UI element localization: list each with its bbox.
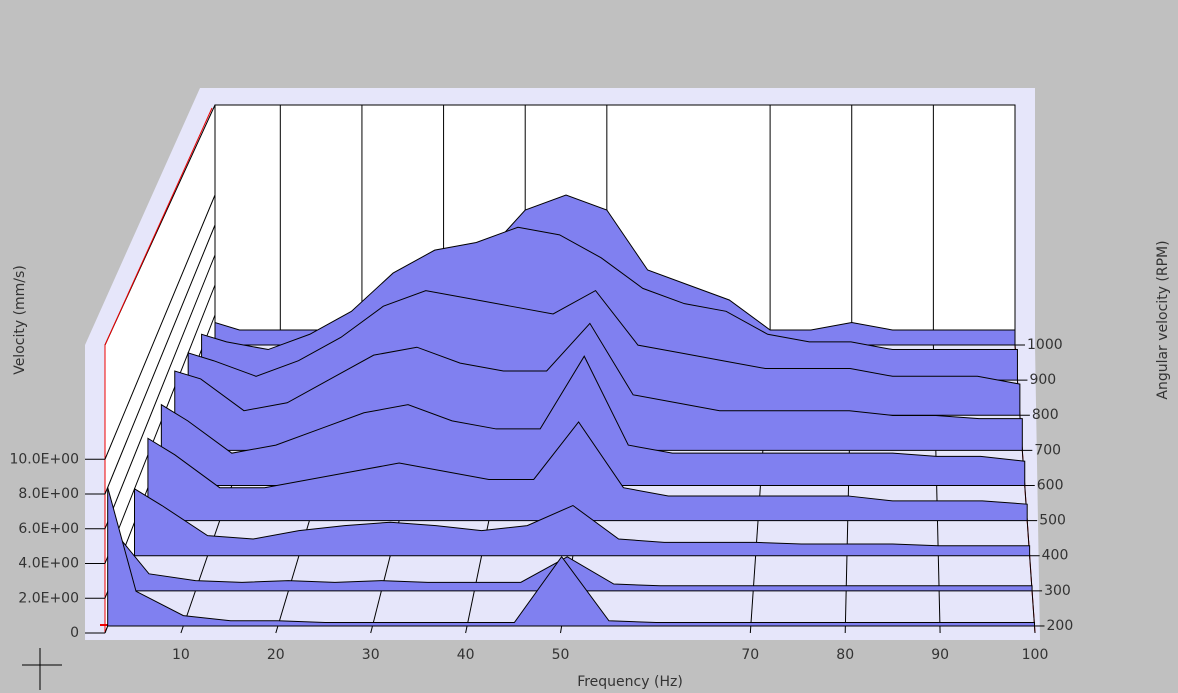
- x-tick-label: 20: [267, 647, 285, 663]
- z-tick-label: 200: [1047, 618, 1074, 634]
- y-tick-label: 0: [70, 625, 79, 641]
- z-tick-label: 500: [1039, 513, 1066, 529]
- x-tick-label: 70: [741, 647, 759, 663]
- x-tick-label: 90: [931, 647, 949, 663]
- x-axis-label: Frequency (Hz): [577, 674, 683, 690]
- z-tick-label: 300: [1044, 583, 1071, 599]
- z-tick-label: 1000: [1027, 337, 1063, 353]
- y-tick-label: 10.0E+00: [9, 451, 79, 467]
- z-tick-label: 900: [1029, 372, 1056, 388]
- x-tick-label: 40: [457, 647, 475, 663]
- x-tick-label: 30: [362, 647, 380, 663]
- x-tick-label: 50: [552, 647, 570, 663]
- z-tick-label: 800: [1032, 407, 1059, 423]
- z-tick-label: 600: [1037, 477, 1064, 493]
- y-tick-label: 4.0E+00: [18, 556, 79, 572]
- chart: Velocity (mm/s) Frequency (Hz) Angular v…: [0, 0, 1178, 693]
- y-tick-label: 8.0E+00: [18, 486, 79, 502]
- x-tick-label: 100: [1022, 647, 1049, 663]
- x-tick-label: 80: [836, 647, 854, 663]
- x-tick-label: 10: [172, 647, 190, 663]
- y-axis-label: Velocity (mm/s): [12, 265, 28, 375]
- y-tick-label: 2.0E+00: [18, 590, 79, 606]
- z-tick-label: 700: [1034, 442, 1061, 458]
- z-tick-label: 400: [1042, 548, 1069, 564]
- y-tick-label: 6.0E+00: [18, 521, 79, 537]
- z-axis-label: Angular velocity (RPM): [1155, 240, 1171, 399]
